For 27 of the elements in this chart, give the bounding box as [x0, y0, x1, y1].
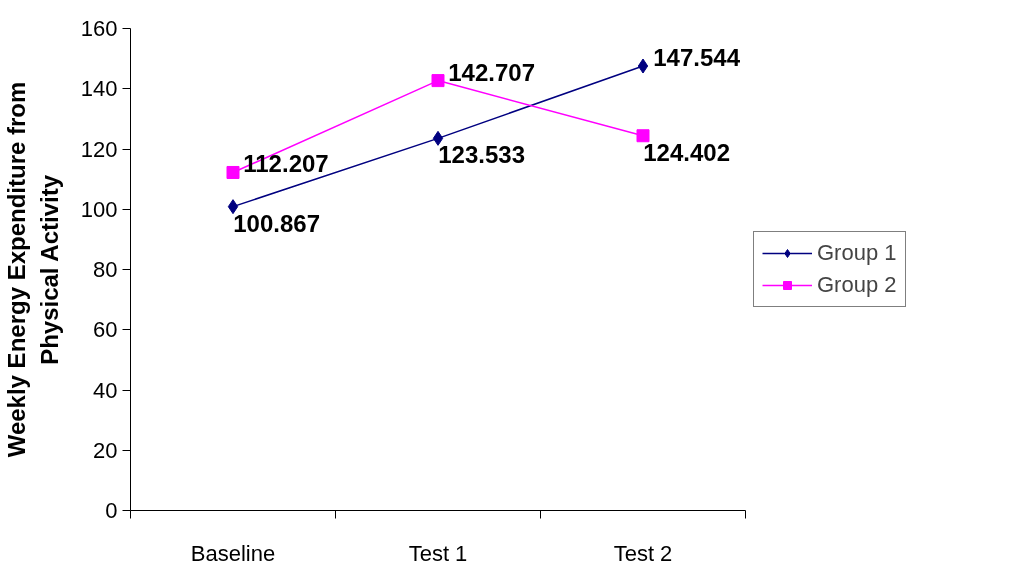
point	[637, 58, 649, 74]
y-tick-label: 0	[105, 498, 118, 523]
y-tick-label: 80	[93, 257, 118, 282]
y-tick-label: 100	[80, 196, 118, 222]
data-label: 112.207	[243, 150, 329, 178]
point	[226, 165, 240, 179]
legend-label: Group 2	[817, 272, 897, 298]
y-tick-label: 140	[80, 76, 118, 102]
y-tick-label: 160	[80, 16, 118, 41]
point	[432, 130, 444, 146]
data-label: 142.707	[448, 58, 536, 86]
x-tick-label: Test 2	[613, 540, 673, 566]
x-tick-label: Baseline	[190, 540, 276, 566]
y-tick-label: 60	[93, 317, 118, 343]
y-tick-label: 120	[80, 136, 118, 162]
data-label: 100.867	[233, 209, 321, 237]
y-tick-label: 40	[93, 377, 118, 403]
y-tick-label: 20	[93, 437, 118, 463]
x-tick-label: Test 1	[408, 540, 468, 566]
data-label: 124.402	[643, 138, 731, 166]
y-axis-title: Weekly Energy Expenditure from Physical Activity	[3, 81, 63, 458]
data-label: 147.544	[653, 44, 741, 72]
point	[636, 129, 650, 143]
point	[227, 199, 239, 215]
data-label: 123.533	[438, 141, 526, 169]
point	[431, 74, 445, 88]
legend-label: Group 1	[817, 240, 897, 266]
